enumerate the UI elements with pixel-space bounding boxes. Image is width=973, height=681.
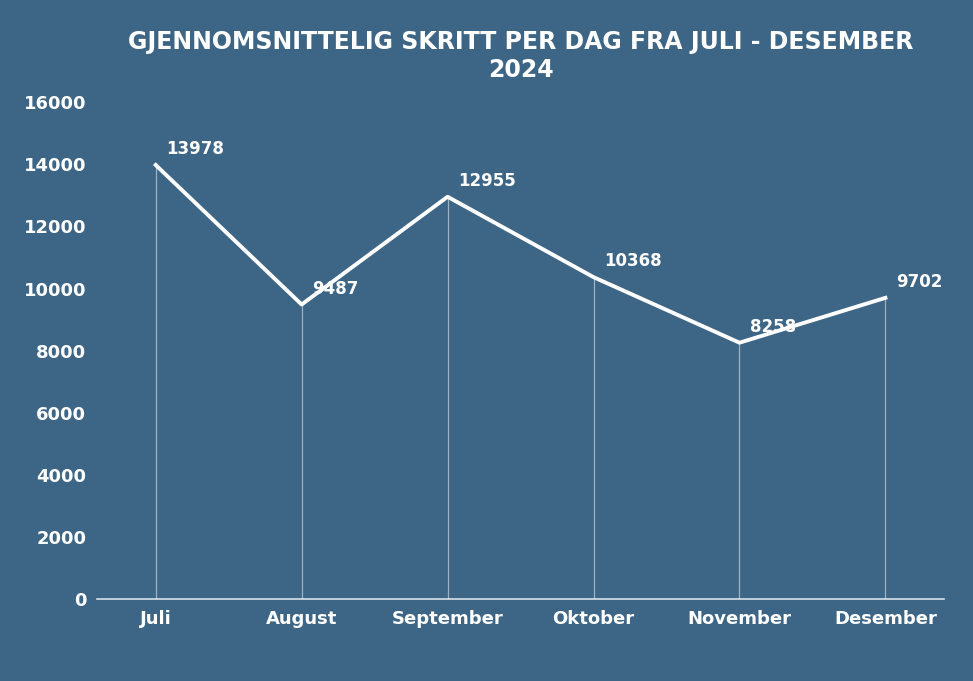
Title: GJENNOMSNITTELIG SKRITT PER DAG FRA JULI - DESEMBER
2024: GJENNOMSNITTELIG SKRITT PER DAG FRA JULI… [127, 31, 914, 82]
Text: 13978: 13978 [165, 140, 224, 158]
Text: 9702: 9702 [896, 273, 942, 291]
Text: 12955: 12955 [457, 172, 516, 190]
Text: 8258: 8258 [750, 318, 796, 336]
Text: 9487: 9487 [311, 280, 358, 298]
Text: 10368: 10368 [603, 252, 662, 270]
